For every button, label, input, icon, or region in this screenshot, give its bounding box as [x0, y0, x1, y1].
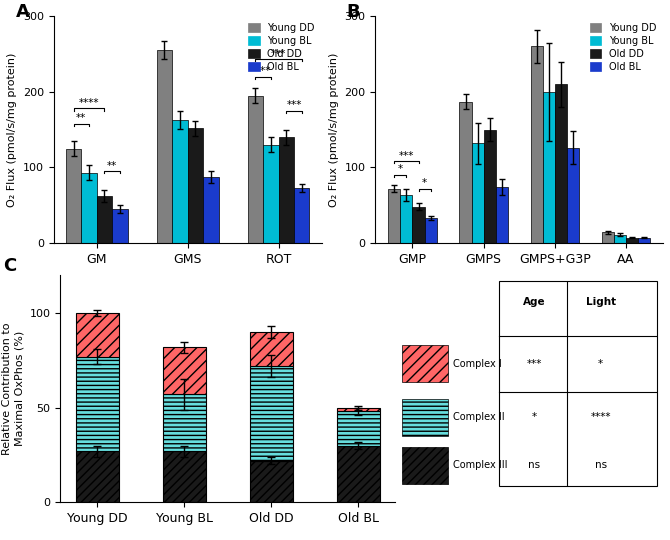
Bar — [626, 238, 638, 243]
Bar — [402, 447, 448, 484]
Text: Complex III: Complex III — [453, 461, 507, 470]
Text: ****: **** — [590, 412, 611, 422]
Bar — [263, 145, 279, 243]
Bar — [172, 120, 188, 243]
Y-axis label: O₂ Flux (pmol/s/mg protein): O₂ Flux (pmol/s/mg protein) — [329, 52, 339, 207]
Bar — [389, 188, 401, 243]
Text: **: ** — [76, 113, 86, 123]
Text: *: * — [598, 359, 603, 369]
Text: ns: ns — [529, 461, 541, 470]
Text: *: * — [422, 178, 427, 188]
Text: Complex I: Complex I — [453, 359, 502, 369]
Bar — [163, 394, 206, 451]
Bar — [336, 411, 380, 446]
Bar — [76, 451, 119, 502]
Bar — [401, 195, 413, 243]
Bar — [163, 347, 206, 394]
Bar — [294, 188, 310, 243]
Bar — [66, 148, 81, 243]
Y-axis label: O₂ Flux (pmol/s/mg protein): O₂ Flux (pmol/s/mg protein) — [7, 52, 17, 207]
Text: ****: **** — [78, 98, 99, 108]
Bar — [249, 332, 293, 366]
Bar — [249, 366, 293, 461]
Bar — [484, 130, 496, 243]
Bar — [81, 173, 96, 243]
Bar — [163, 451, 206, 502]
Bar — [543, 92, 555, 243]
Bar — [76, 313, 119, 356]
Legend: Young DD, Young BL, Old DD, Old BL: Young DD, Young BL, Old DD, Old BL — [246, 21, 317, 73]
Text: ***: *** — [271, 49, 286, 59]
Bar — [460, 102, 472, 243]
Bar — [96, 196, 112, 243]
Bar — [402, 399, 448, 436]
Text: ***: *** — [286, 100, 302, 110]
Bar — [498, 281, 657, 486]
Text: Complex II: Complex II — [453, 412, 505, 422]
Bar — [336, 408, 380, 411]
Bar — [203, 177, 218, 243]
Bar — [602, 232, 614, 243]
Bar — [496, 187, 508, 243]
Bar — [638, 238, 650, 243]
Text: C: C — [3, 257, 17, 275]
Bar — [425, 218, 437, 243]
Text: ns: ns — [594, 461, 606, 470]
Text: B: B — [346, 3, 360, 21]
Bar — [157, 50, 172, 243]
Text: **: ** — [107, 161, 117, 171]
Bar — [248, 96, 263, 243]
Bar — [614, 235, 626, 243]
Text: Age: Age — [523, 297, 545, 307]
Bar — [112, 209, 127, 243]
Text: *: * — [532, 412, 537, 422]
Bar — [555, 84, 567, 243]
Text: ***: *** — [255, 66, 271, 76]
Bar — [413, 207, 425, 243]
Text: ***: *** — [399, 151, 414, 161]
Bar — [567, 148, 579, 243]
Text: A: A — [16, 3, 30, 21]
Bar — [472, 143, 484, 243]
Legend: Young DD, Young BL, Old DD, Old BL: Young DD, Young BL, Old DD, Old BL — [588, 21, 659, 73]
Bar — [249, 461, 293, 502]
Bar — [279, 137, 294, 243]
Y-axis label: Relative Contribution to
Maximal OxPhos (%): Relative Contribution to Maximal OxPhos … — [3, 322, 24, 455]
Bar — [76, 356, 119, 451]
Bar — [402, 346, 448, 382]
Bar — [531, 46, 543, 243]
Text: ***: *** — [527, 359, 542, 369]
Text: Light: Light — [586, 297, 616, 307]
Text: *: * — [398, 165, 403, 174]
Bar — [336, 446, 380, 502]
Bar — [188, 128, 203, 243]
